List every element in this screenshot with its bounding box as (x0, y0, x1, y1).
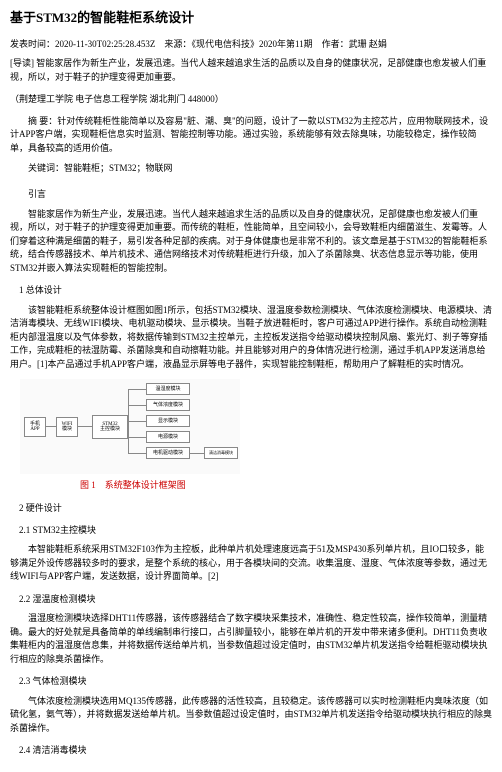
line-p (128, 437, 146, 438)
line-vbus (128, 389, 129, 454)
meta-line: 发表时间：2020-11-30T02:25:28.453Z 来源：《现代电信科技… (10, 37, 492, 51)
line-t (128, 389, 146, 390)
box-temp: 温湿度模块 (146, 383, 190, 395)
box-clean: 清洁消毒模块 (204, 447, 238, 459)
source-label: 来源： (164, 39, 191, 49)
author-value: 武珊 赵娟 (349, 39, 387, 49)
box-wifi: WIFI模块 (56, 417, 78, 437)
box-stm32: STM32主控模块 (92, 415, 128, 439)
paragraph-s22: 温湿度检测模块选择DHT11传感器，该传感器结合了数字模块采集技术，准确性、稳定… (10, 612, 492, 666)
line-2 (78, 426, 92, 427)
author-label: 作者： (322, 39, 349, 49)
box-power: 电源模块 (146, 431, 190, 443)
heading-s1: 1 总体设计 (10, 283, 492, 297)
paragraph-s1: 该智能鞋柜系统整体设计框图如图1所示，包括STM32模块、湿温度参数检测模块、气… (10, 304, 492, 372)
abstract-text: 针对传统鞋柜性能简单以及容易"脏、潮、臭"的问题，设计了一款以STM32为主控芯… (10, 116, 488, 153)
line-g (128, 405, 146, 406)
heading-s22: 2.2 湿温度检测模块 (10, 592, 492, 606)
affiliation: （荆楚理工学院 电子信息工程学院 湖北荆门 448000） (10, 92, 492, 106)
box-display: 显示模块 (146, 415, 190, 427)
lead-paragraph: [导读] 智能家居作为新生产业，发展迅速。当代人越来越追求生活的品质以及自身的健… (10, 57, 492, 84)
figure-1-caption: 图 1 系统整体设计框架图 (20, 478, 492, 492)
paragraph-s23: 气体浓度检测模块选用MQ135传感器，此传感器的活性较高，且较稳定。该传感器可以… (10, 695, 492, 736)
figure-1: 手机APP WIFI模块 STM32主控模块 温湿度模块 气体浓度模块 显示模块… (10, 379, 492, 492)
abstract: 摘 要：针对传统鞋柜性能简单以及容易"脏、潮、臭"的问题，设计了一款以STM32… (10, 115, 492, 156)
keywords-label: 关键词： (28, 163, 64, 173)
heading-intro: 引言 (10, 187, 492, 201)
pub-time-label: 发表时间： (10, 39, 55, 49)
paragraph-s21: 本智能鞋柜系统采用STM32F103作为主控板，此种单片机处理速度远高于51及M… (10, 543, 492, 584)
source-value: 《现代电信科技》2020年第11期 (191, 39, 312, 49)
abstract-label: 摘 要： (28, 116, 57, 126)
line-d (128, 421, 146, 422)
line-stub (128, 427, 129, 428)
heading-s21: 2.1 STM32主控模块 (10, 523, 492, 537)
heading-s2: 2 硬件设计 (10, 501, 492, 515)
document-title: 基于STM32的智能鞋柜系统设计 (10, 8, 492, 29)
paragraph-intro: 智能家居作为新生产业，发展迅速。当代人越来越追求生活的品质以及自身的健康状况，足… (10, 208, 492, 276)
box-motor: 电机驱动模块 (146, 447, 190, 459)
heading-s24: 2.4 清洁消毒模块 (10, 743, 492, 757)
line-1 (46, 426, 56, 427)
line-clean (190, 453, 204, 454)
heading-s23: 2.3 气体检测模块 (10, 674, 492, 688)
keywords-text: 智能鞋柜；STM32；物联网 (64, 163, 173, 173)
line-m (128, 453, 146, 454)
pub-time: 2020-11-30T02:25:28.453Z (55, 39, 155, 49)
block-diagram: 手机APP WIFI模块 STM32主控模块 温湿度模块 气体浓度模块 显示模块… (20, 379, 240, 474)
box-app: 手机APP (24, 417, 46, 437)
keywords: 关键词：智能鞋柜；STM32；物联网 (10, 161, 492, 175)
box-gas: 气体浓度模块 (146, 399, 190, 411)
